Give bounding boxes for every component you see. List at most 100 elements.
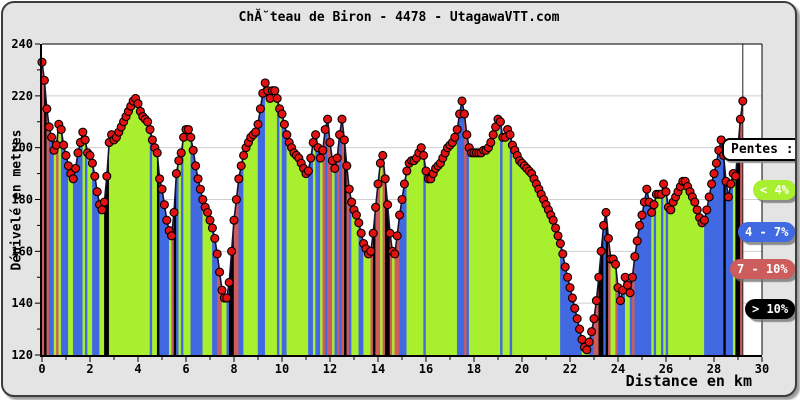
data-point-marker (195, 184, 205, 194)
slope-segment (365, 248, 369, 356)
data-point-marker (635, 220, 645, 230)
slope-segment (281, 113, 285, 356)
data-point-marker (253, 119, 263, 129)
slope-segment (224, 297, 228, 356)
data-point-marker (419, 150, 429, 160)
slope-segment (665, 191, 669, 356)
data-point-marker (599, 220, 609, 230)
data-point-marker (162, 215, 172, 225)
data-point-marker (601, 207, 611, 218)
slope-segment (178, 152, 182, 356)
slope-segment (466, 134, 470, 356)
slope-segment (327, 119, 331, 356)
slope-segment (303, 168, 307, 356)
y-tick-label: 220 (11, 89, 33, 103)
slope-segment (72, 168, 76, 356)
data-point-marker (371, 202, 381, 212)
slope-segment (87, 152, 91, 356)
data-point-marker (594, 272, 604, 282)
data-point-marker (176, 148, 186, 158)
data-point-marker (457, 96, 467, 106)
slope-segment (183, 129, 187, 356)
data-point-marker (738, 96, 748, 106)
slope-segment (461, 100, 465, 356)
data-point-marker (373, 179, 383, 189)
slope-segment (533, 178, 537, 356)
slope-segment (322, 129, 326, 356)
x-tick-label: 0 (38, 362, 45, 376)
data-point-marker (215, 267, 225, 277)
data-point-marker (323, 114, 333, 124)
slope-segment (123, 116, 127, 356)
slope-segment (190, 137, 194, 356)
slope-segment (245, 142, 249, 356)
slope-segment (420, 147, 424, 356)
slope-segment (672, 196, 676, 356)
data-point-marker (239, 150, 249, 160)
slope-segment (401, 183, 405, 356)
data-point-marker (368, 228, 378, 238)
slope-segment (348, 189, 352, 356)
slope-segment (149, 129, 153, 356)
slope-segment (77, 142, 81, 356)
slope-segment (140, 111, 144, 356)
data-point-marker (563, 272, 573, 282)
slope-segment (99, 204, 103, 356)
data-point-marker (735, 114, 745, 124)
data-point-marker (615, 296, 625, 306)
slope-segment (382, 155, 386, 356)
data-point-marker (78, 127, 88, 137)
data-point-marker (711, 158, 721, 168)
slope-segment (428, 178, 432, 356)
slope-segment (670, 202, 674, 356)
slope-segment (300, 163, 304, 356)
x-tick-label: 8 (230, 362, 237, 376)
data-point-marker (611, 259, 621, 269)
slope-segment (82, 132, 86, 356)
slope-segment (200, 189, 204, 356)
data-point-marker (217, 285, 227, 295)
slope-segment (699, 217, 703, 356)
slope-segment (413, 157, 417, 356)
slope-segment (130, 100, 134, 356)
data-point-marker (375, 158, 385, 168)
slope-segment (346, 165, 350, 356)
data-point-marker (203, 207, 213, 218)
data-point-marker (279, 119, 289, 129)
slope-segment (166, 220, 170, 356)
data-point-marker (637, 210, 647, 220)
slope-segment (269, 90, 273, 356)
slope-segment (603, 212, 607, 356)
data-point-marker (320, 124, 330, 135)
slope-segment (168, 230, 172, 356)
data-point-marker (102, 171, 112, 181)
slope-segment (113, 136, 117, 356)
slope-segment (687, 186, 691, 356)
data-point-marker (589, 314, 599, 324)
data-point-marker (505, 130, 515, 140)
data-point-marker (303, 166, 313, 176)
data-point-marker (99, 197, 109, 207)
data-point-marker (236, 161, 246, 171)
slope-segment (425, 170, 429, 356)
slope-segment (490, 134, 494, 356)
slope-segment (437, 162, 441, 356)
slope-segment (70, 173, 74, 356)
legend-badge-slope-gt-10: > 10% (745, 299, 795, 319)
slope-segment (480, 149, 484, 356)
legend-badge-slope-lt-4: < 4% (753, 180, 795, 200)
data-point-marker (395, 210, 405, 220)
data-point-marker (692, 205, 702, 215)
data-point-marker (690, 197, 700, 207)
slope-segment (368, 250, 372, 356)
slope-segment (68, 165, 72, 356)
slope-segment (682, 181, 686, 356)
slope-segment (288, 142, 292, 356)
slope-segment (418, 147, 422, 356)
data-point-marker (699, 215, 709, 225)
data-point-marker (210, 233, 220, 243)
data-point-marker (330, 163, 340, 173)
slope-segment (324, 119, 328, 356)
slope-segment (204, 207, 208, 356)
